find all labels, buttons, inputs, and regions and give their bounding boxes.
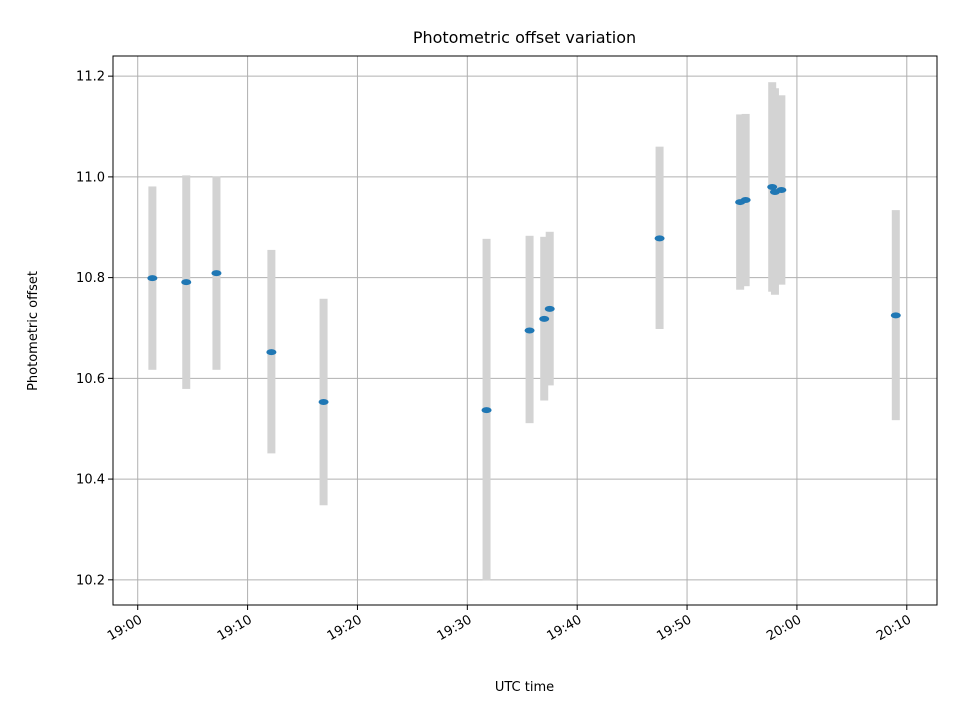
- y-axis-label: Photometric offset: [26, 271, 41, 391]
- x-tick-label: 19:10: [215, 612, 255, 644]
- error-bars: [148, 82, 900, 581]
- data-point: [147, 275, 158, 282]
- y-tick-label: 11.2: [76, 70, 105, 85]
- data-point: [524, 327, 535, 334]
- chart-title: Photometric offset variation: [413, 28, 636, 47]
- x-tick-label: 20:10: [874, 612, 914, 644]
- data-point: [890, 312, 901, 319]
- data-point: [539, 315, 550, 322]
- data-point: [776, 186, 787, 193]
- data-point: [740, 197, 751, 204]
- y-tick-label: 10.2: [76, 573, 105, 588]
- data-point: [211, 270, 222, 277]
- y-tick-label: 10.6: [76, 372, 105, 387]
- plot-frame: [112, 55, 938, 606]
- data-point: [544, 305, 555, 312]
- data-points: [147, 183, 901, 414]
- data-point: [767, 183, 778, 190]
- x-tick-label: 19:30: [435, 612, 475, 644]
- x-tick-label: 19:20: [325, 612, 365, 644]
- data-point: [181, 279, 192, 286]
- data-point: [318, 399, 329, 406]
- x-axis-label: UTC time: [495, 680, 554, 695]
- x-tick-label: 19:40: [545, 612, 585, 644]
- data-point: [654, 235, 665, 242]
- y-tick-label: 10.4: [76, 473, 105, 488]
- x-axis-ticks: 19:00 19:10 19:20 19:30 19:40 19:50 20:00 20:10: [105, 605, 914, 644]
- data-point: [266, 349, 277, 356]
- data-point: [481, 407, 492, 414]
- x-tick-label: 20:00: [764, 612, 804, 644]
- grid: [113, 56, 937, 605]
- x-tick-label: 19:00: [105, 612, 145, 644]
- y-tick-label: 11.0: [76, 170, 105, 185]
- y-tick-label: 10.8: [76, 271, 105, 286]
- y-axis-ticks: 10.2 10.4 10.6 10.8 11.0 11.2: [76, 70, 113, 588]
- x-tick-label: 19:50: [654, 612, 694, 644]
